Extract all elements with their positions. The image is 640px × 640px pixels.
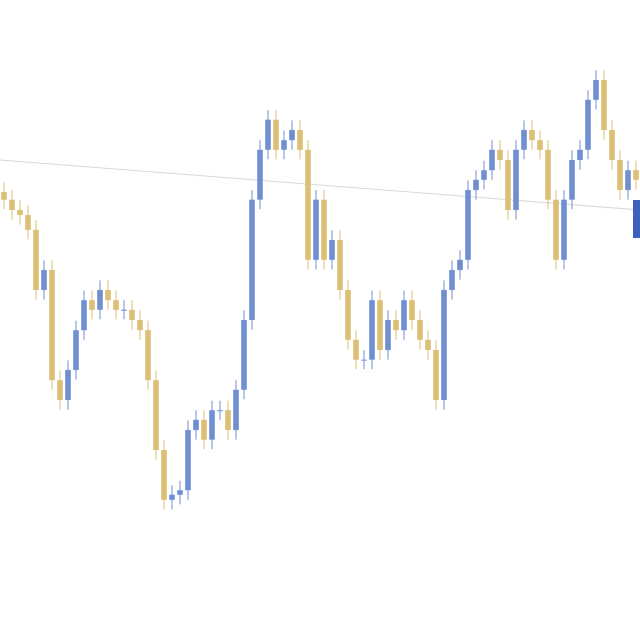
candle-body	[321, 199, 327, 260]
candle-body	[633, 170, 639, 180]
candle-body	[289, 129, 295, 141]
candle-body	[465, 190, 471, 260]
candle-body	[417, 320, 423, 340]
trend-line	[0, 159, 640, 211]
candle-body	[369, 300, 375, 360]
candle-body	[241, 320, 247, 390]
candle-body	[49, 270, 55, 381]
candle-body	[577, 149, 583, 160]
candle-body	[361, 359, 367, 361]
price-tag	[633, 200, 640, 238]
candle-body	[25, 215, 31, 230]
candle-body	[121, 309, 127, 311]
candle-body	[81, 300, 87, 331]
candle-body	[33, 229, 39, 290]
candle-body	[129, 309, 135, 320]
candle-body	[609, 129, 615, 160]
candle-body	[105, 289, 111, 301]
candle-body	[201, 419, 207, 440]
candle-body	[521, 129, 527, 150]
candle-body	[433, 350, 439, 400]
candle-body	[249, 199, 255, 320]
candle-body	[593, 80, 599, 100]
candle-body	[257, 149, 263, 200]
candle-body	[545, 149, 551, 200]
candle-body	[601, 80, 607, 130]
candle-body	[281, 140, 287, 150]
candle-body	[385, 320, 391, 351]
candle-body	[137, 320, 143, 331]
candle-body	[17, 209, 23, 216]
candle-body	[145, 330, 151, 381]
candle-body	[233, 389, 239, 431]
candle-body	[337, 240, 343, 290]
candle-body	[169, 494, 175, 500]
candle-body	[177, 490, 183, 495]
candle-body	[529, 129, 535, 141]
candle-body	[313, 199, 319, 260]
candle-body	[297, 129, 303, 150]
candle-body	[425, 339, 431, 351]
candle-body	[1, 192, 7, 200]
candle-body	[377, 300, 383, 351]
candle-body	[9, 199, 15, 210]
candle-body	[57, 380, 63, 400]
candle-body	[353, 339, 359, 360]
candle-body	[329, 240, 335, 260]
candle-body	[441, 289, 447, 400]
candle-body	[625, 170, 631, 191]
candle-body	[569, 160, 575, 200]
candle-body	[561, 199, 567, 260]
candle-body	[449, 270, 455, 290]
candle-body	[273, 119, 279, 150]
candle-body	[73, 330, 79, 370]
candle-body	[553, 199, 559, 260]
candle-body	[89, 300, 95, 310]
candle-body	[537, 140, 543, 150]
candle-body	[345, 289, 351, 340]
candle-body	[457, 259, 463, 271]
candle-body	[217, 410, 223, 412]
candle-body	[481, 170, 487, 180]
candle-body	[209, 410, 215, 440]
candle-body	[497, 149, 503, 160]
candle-body	[505, 160, 511, 210]
candle-body	[97, 289, 103, 310]
candle-body	[225, 410, 231, 431]
candle-body	[393, 320, 399, 331]
candle-body	[305, 149, 311, 260]
candle-body	[585, 99, 591, 150]
candle-body	[193, 419, 199, 431]
candle-body	[153, 380, 159, 450]
candle-body	[41, 270, 47, 290]
candle-body	[161, 449, 167, 500]
candle-body	[65, 369, 71, 400]
candle-body	[185, 430, 191, 491]
candle-body	[513, 149, 519, 210]
candle-body	[489, 149, 495, 171]
candle-body	[617, 160, 623, 191]
candle-body	[473, 179, 479, 191]
candle-body	[265, 119, 271, 150]
candle-body	[401, 300, 407, 331]
candle-body	[409, 300, 415, 320]
candle-body	[113, 300, 119, 310]
